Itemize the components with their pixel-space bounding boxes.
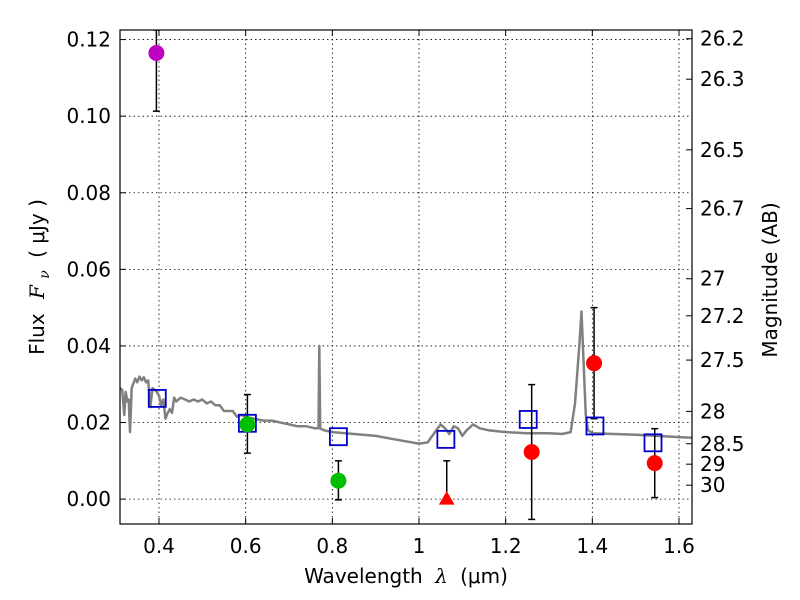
x-tick-label: 0.4: [143, 534, 175, 558]
observed-flux-point: [646, 455, 663, 472]
magnitude-tick-label: 26.5: [700, 138, 745, 162]
y-axis-label-prefix: Flux: [25, 313, 49, 355]
y-tick-label: 0.00: [66, 487, 111, 511]
model-flux-square: [436, 429, 456, 449]
y-tick-label: 0.06: [66, 257, 111, 281]
y-axis-label: Flux F ν ( μJy ): [25, 199, 54, 355]
magnitude-tick-label: 27.2: [700, 304, 745, 328]
observed-flux-point: [523, 444, 540, 461]
y-tick-labels: 0.00 0.02 0.04 0.06 0.08 0.10 0.12: [66, 28, 111, 512]
y-tick-label: 0.12: [66, 28, 111, 52]
x-tick-label: 0.6: [230, 534, 262, 558]
observed-flux-point: [330, 472, 347, 489]
magnitude-tick-label: 28: [700, 399, 725, 423]
error-bars: [152, 30, 659, 521]
model-flux-square: [147, 388, 167, 408]
magnitude-tick-label: 27.5: [700, 348, 745, 372]
y-axis-label-symbol: F: [25, 284, 49, 300]
observed-flux-point: [239, 416, 256, 433]
template-spectrum: [120, 310, 692, 445]
x-tick-label: 1.2: [490, 534, 522, 558]
y-tick-label: 0.10: [66, 104, 111, 128]
magnitude-tick-label: 26.3: [700, 67, 745, 91]
model-flux-square: [518, 410, 538, 429]
observed-fluxes: [148, 44, 663, 505]
upper-limit-marker: [438, 491, 455, 505]
y-tick-label: 0.02: [66, 411, 111, 435]
x-tick-labels: 0.4 0.6 0.8 1 1.2 1.4 1.6: [143, 534, 695, 558]
model-flux-square: [328, 427, 348, 447]
observed-flux-point: [586, 355, 603, 372]
x-tick-label: 0.8: [316, 534, 348, 558]
axis-ticks: [120, 30, 692, 524]
grid-lines: [120, 30, 692, 524]
y-tick-label: 0.08: [66, 181, 111, 205]
magnitude-tick-label: 27: [700, 267, 725, 291]
magnitude-tick-label: 26.2: [700, 27, 745, 51]
x-axis-label-symbol: λ: [434, 564, 448, 588]
x-tick-label: 1: [413, 534, 426, 558]
y-axis-label-subscript: ν: [37, 270, 53, 279]
magnitude-tick-label: 29: [700, 452, 725, 476]
model-flux-square: [643, 433, 663, 453]
spectrum-line: [120, 310, 692, 445]
magnitude-tick-label: 30: [700, 473, 725, 497]
plot-area: [120, 30, 692, 521]
x-axis-label: Wavelength λ (μm): [304, 564, 508, 588]
magnitude-axis-label: Magnitude (AB): [758, 202, 782, 357]
plot-frame: [119, 29, 693, 525]
model-flux-square: [585, 416, 605, 436]
y-tick-label: 0.04: [66, 334, 111, 358]
x-axis-label-unit: (μm): [460, 564, 508, 588]
x-tick-label: 1.4: [576, 534, 608, 558]
magnitude-tick-label: 26.7: [700, 197, 745, 221]
x-axis-label-prefix: Wavelength: [304, 564, 423, 588]
y-axis-label-unit: ( μJy ): [25, 199, 49, 258]
observed-flux-point: [148, 44, 165, 61]
x-tick-label: 1.6: [663, 534, 695, 558]
magnitude-tick-label: 28.5: [700, 432, 745, 456]
